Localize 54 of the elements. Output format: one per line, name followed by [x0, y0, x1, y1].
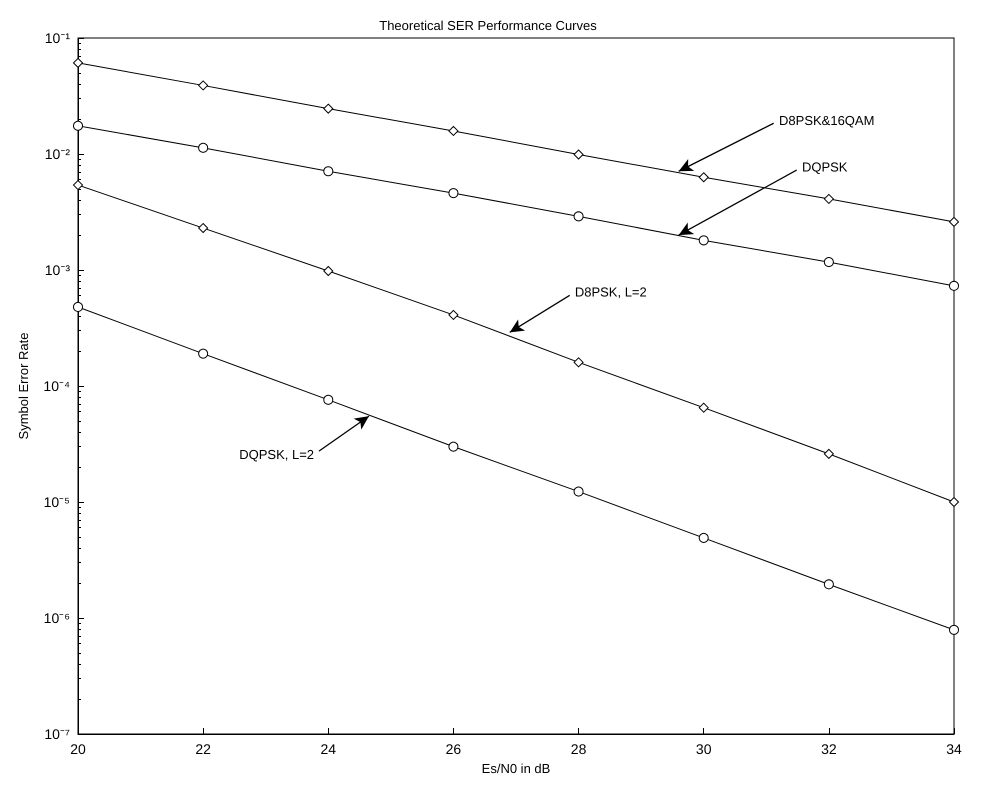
- point: [949, 497, 959, 507]
- x-tick-label: 30: [696, 741, 712, 757]
- point: [73, 180, 83, 190]
- chart-title: Theoretical SER Performance Curves: [379, 18, 598, 33]
- x-axis-title: Es/N0 in dB: [482, 761, 550, 776]
- point: [323, 394, 334, 405]
- point: [698, 235, 709, 246]
- x-tick-label: 32: [821, 741, 837, 757]
- point: [824, 448, 834, 459]
- point: [448, 442, 458, 452]
- point: [824, 579, 834, 590]
- x-tick-label: 26: [446, 741, 462, 757]
- point: [574, 211, 584, 222]
- point: [698, 532, 709, 543]
- point: [323, 104, 334, 114]
- point: [73, 302, 83, 312]
- point: [949, 216, 959, 227]
- point: [323, 166, 334, 176]
- annotation: DQPSK, L=2: [239, 447, 314, 462]
- x-tick-label: 20: [70, 741, 86, 757]
- point: [824, 257, 834, 268]
- point: [448, 188, 458, 198]
- y-tick-label: 10⁻³: [44, 262, 70, 278]
- y-tick-label: 10⁻¹: [44, 30, 70, 46]
- point: [949, 280, 959, 291]
- x-tick-label: 22: [195, 741, 212, 757]
- point: [198, 142, 208, 153]
- point: [448, 310, 458, 320]
- annotation: D8PSK, L=2: [574, 284, 647, 300]
- annotation: DQPSK: [802, 160, 848, 175]
- x-tick-label: 24: [320, 741, 336, 757]
- point: [698, 402, 709, 413]
- x-tick-label: 28: [570, 741, 587, 757]
- y-tick-label: 10⁻⁶: [44, 610, 70, 626]
- point: [824, 194, 834, 204]
- y-tick-label: 10⁻⁵: [44, 494, 70, 510]
- point: [73, 120, 83, 131]
- y-axis-title: Symbol Error Rate: [16, 332, 31, 440]
- y-tick-label: 10⁻⁴: [43, 378, 70, 394]
- x-tick-label: 34: [946, 741, 962, 757]
- point: [949, 624, 959, 635]
- point: [574, 486, 584, 497]
- point: [323, 266, 334, 276]
- point: [448, 126, 458, 136]
- point: [198, 348, 208, 359]
- point: [574, 150, 584, 160]
- point: [574, 357, 584, 368]
- point: [198, 223, 208, 234]
- point: [198, 80, 208, 90]
- y-tick-label: 10⁻²: [44, 146, 70, 162]
- annotation: D8PSK&16QAM: [779, 113, 874, 128]
- y-tick-label: 10⁻⁷: [44, 726, 70, 742]
- point: [698, 172, 709, 182]
- point: [73, 58, 83, 68]
